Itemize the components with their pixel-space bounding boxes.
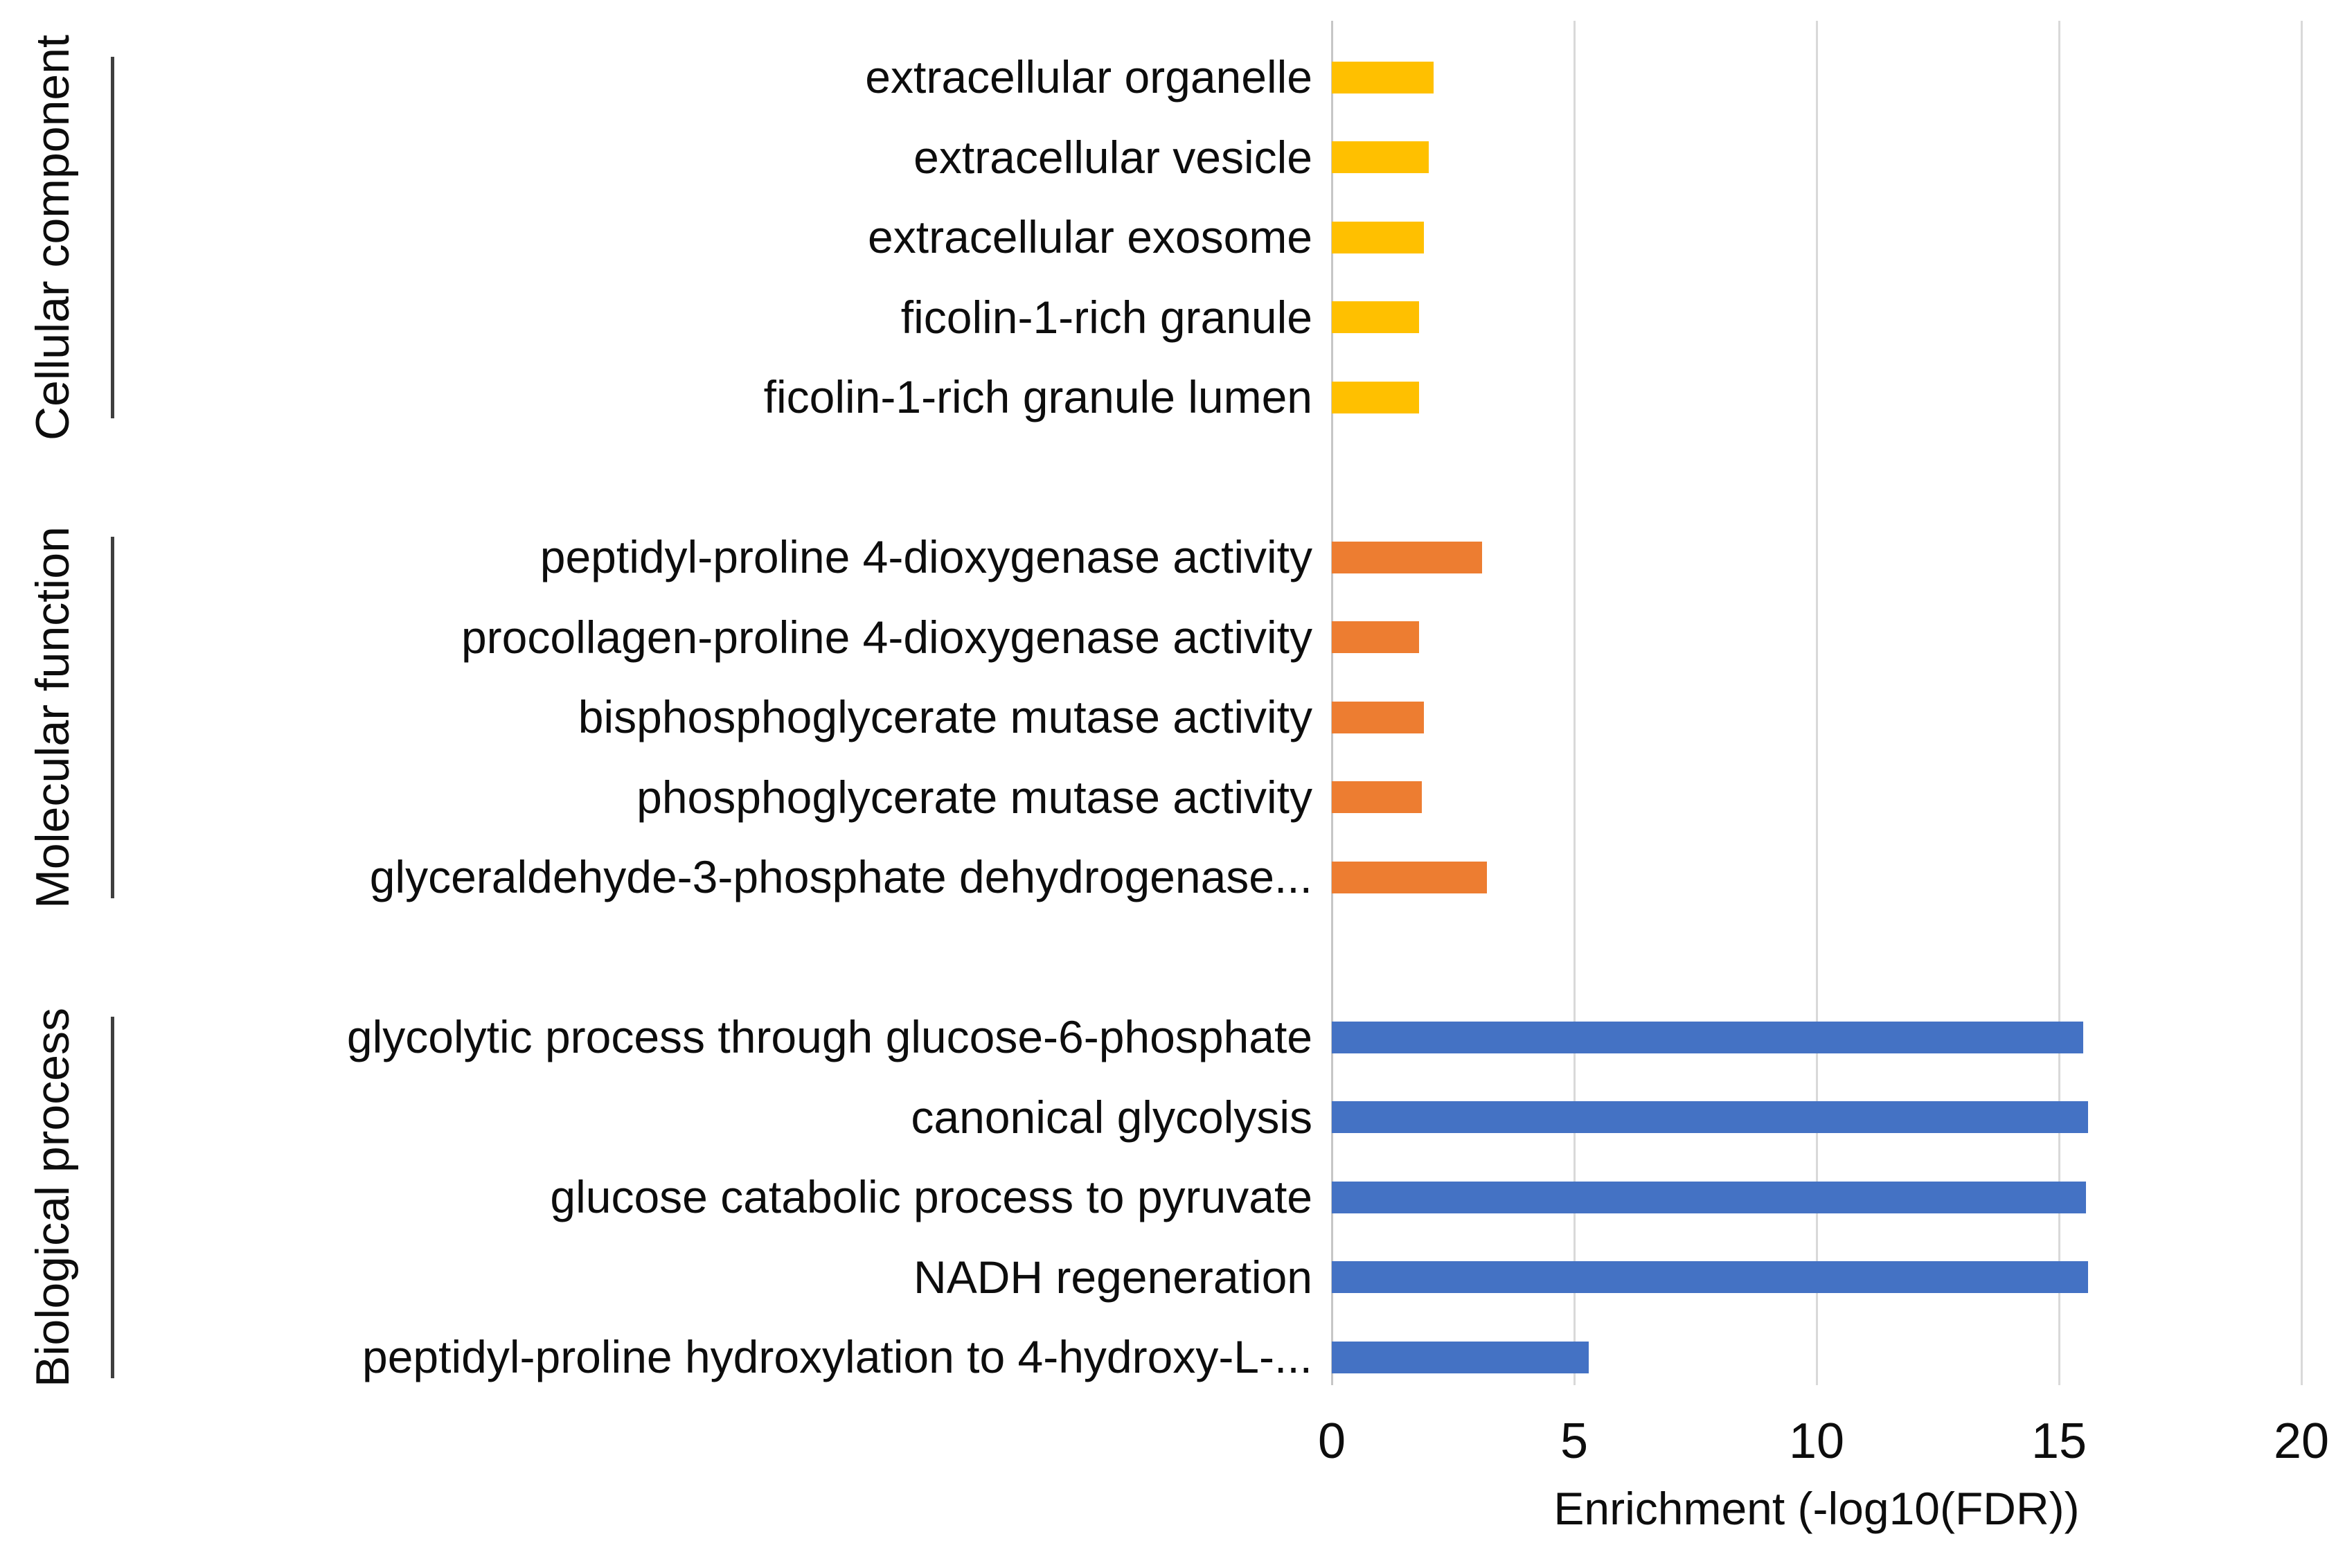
bar-extracellular-vesicle [1332,141,1429,174]
category-label-cellular-component: Cellular component [26,34,79,440]
bar-label: bisphosphoglycerate mutase activity [578,691,1312,742]
x-tick-label-20: 20 [2273,1414,2330,1469]
bar-nadh-regeneration [1332,1261,2088,1294]
bar-glyceraldehyde-3-phosphate-dehydrogenase [1332,861,1487,893]
bar-procollagen-proline-4-dioxygenase-activi [1332,621,1419,654]
x-tick-label-5: 5 [1560,1414,1589,1469]
bar-peptidyl-proline-4-dioxygenase-activity [1332,541,1482,573]
bar-label: procollagen-proline 4-dioxygenase activi… [461,611,1312,663]
bar-label: extracellular vesicle [913,131,1312,183]
gridline-x-5 [1573,21,1576,1385]
bar-label: extracellular exosome [868,211,1312,262]
bar-label: glyceraldehyde-3-phosphate dehydrogenase… [369,851,1312,902]
bar-extracellular-exosome [1332,221,1424,253]
gridline-x-10 [1816,21,1818,1385]
category-bracket-cellular-component [111,57,114,418]
x-tick-label-0: 0 [1317,1414,1346,1469]
bar-phosphoglycerate-mutase-activity [1332,781,1422,814]
category-bracket-molecular-function [111,537,114,898]
bar-label: canonical glycolysis [911,1091,1312,1143]
bar-label: peptidyl-proline hydroxylation to 4-hydr… [362,1331,1312,1382]
x-axis-title: Enrichment (-log10(FDR)) [1553,1483,2080,1534]
bar-label: glucose catabolic process to pyruvate [550,1171,1312,1222]
bar-peptidyl-proline-hydroxylation-to-4-hydr [1332,1341,1589,1373]
bar-label: ficolin-1-rich granule [900,291,1312,343]
bar-label: glycolytic process through glucose-6-pho… [346,1011,1312,1062]
bar-glycolytic-process-through-glucose-6-pho [1332,1021,2083,1053]
x-tick-label-10: 10 [1788,1414,1845,1469]
bar-label: phosphoglycerate mutase activity [636,771,1312,823]
bar-bisphosphoglycerate-mutase-activity [1332,701,1424,733]
x-tick-label-15: 15 [2031,1414,2087,1469]
bar-label: extracellular organelle [865,51,1312,103]
category-bracket-biological-process [111,1017,114,1378]
bar-canonical-glycolysis [1332,1101,2088,1134]
bar-label: ficolin-1-rich granule lumen [763,371,1312,422]
bar-ficolin-1-rich-granule-lumen [1332,381,1419,413]
gridline-x-20 [2301,21,2303,1385]
bar-glucose-catabolic-process-to-pyruvate [1332,1181,2086,1213]
gridline-x-15 [2058,21,2060,1385]
bar-extracellular-organelle [1332,61,1434,93]
category-label-biological-process: Biological process [26,1007,79,1387]
bar-label: peptidyl-proline 4-dioxygenase activity [540,531,1312,582]
bar-label: NADH regeneration [913,1251,1312,1303]
category-label-molecular-function: Molecular function [26,526,79,909]
bar-ficolin-1-rich-granule [1332,301,1419,334]
